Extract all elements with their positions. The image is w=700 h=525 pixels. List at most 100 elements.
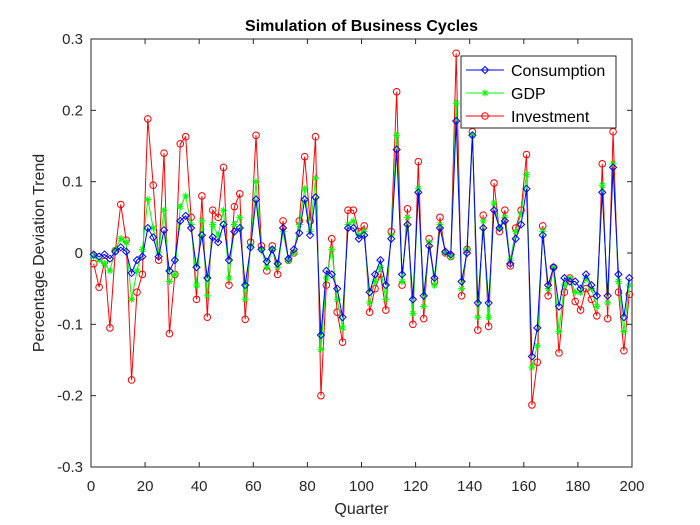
data-point-investment <box>300 152 309 161</box>
data-point-gdp <box>409 310 417 318</box>
data-point-consumption <box>365 288 374 297</box>
data-point-consumption <box>235 223 244 233</box>
data-point-gdp <box>512 228 520 236</box>
y-tick-label: -0.3 <box>57 459 83 476</box>
data-point-consumption <box>165 266 174 276</box>
data-point-investment <box>144 115 152 123</box>
data-point-consumption <box>608 163 618 172</box>
data-point-gdp <box>420 303 428 310</box>
data-point-consumption <box>295 228 304 238</box>
data-point-investment <box>544 292 552 300</box>
data-point-consumption <box>479 223 488 233</box>
data-point-consumption <box>159 225 169 235</box>
data-point-investment <box>138 270 147 279</box>
data-point-consumption <box>197 230 207 240</box>
data-point-investment <box>382 306 390 314</box>
data-point-investment <box>181 132 190 141</box>
data-point-consumption <box>316 330 326 340</box>
data-point-investment <box>620 346 628 355</box>
data-point-gdp <box>312 174 320 182</box>
data-point-gdp <box>241 295 249 303</box>
data-point-investment <box>252 131 260 140</box>
data-point-investment <box>203 313 212 322</box>
data-point-gdp <box>614 278 622 286</box>
data-point-gdp <box>171 270 179 278</box>
data-point-investment <box>501 206 509 214</box>
data-point-consumption <box>619 312 629 322</box>
data-point-investment <box>614 288 623 297</box>
data-point-consumption <box>251 195 261 204</box>
data-point-investment <box>198 192 206 200</box>
data-point-consumption <box>343 223 353 233</box>
data-point-investment <box>338 338 347 346</box>
data-point-consumption <box>224 255 234 265</box>
data-point-gdp <box>149 224 157 232</box>
data-point-gdp <box>604 299 612 307</box>
x-tick-label: 20 <box>137 478 154 495</box>
data-point-investment <box>214 213 222 222</box>
data-point-gdp <box>317 345 325 353</box>
data-point-gdp <box>198 217 206 225</box>
data-point-consumption <box>543 280 553 290</box>
data-point-consumption <box>181 211 190 221</box>
data-point-gdp <box>593 303 601 310</box>
data-point-gdp <box>403 213 411 221</box>
x-axis-label: Quarter <box>334 501 389 518</box>
data-point-consumption <box>305 230 315 240</box>
data-point-gdp <box>144 196 152 203</box>
data-point-consumption <box>278 223 288 233</box>
data-point-consumption <box>230 227 239 236</box>
y-tick-label: 0.2 <box>62 102 83 119</box>
y-tick-label: -0.1 <box>57 316 83 333</box>
data-point-consumption <box>284 254 293 263</box>
data-point-consumption <box>511 234 520 243</box>
data-point-gdp <box>138 245 146 253</box>
data-point-gdp <box>560 281 568 289</box>
data-point-consumption <box>527 352 537 361</box>
data-point-consumption <box>430 273 439 283</box>
data-point-consumption <box>208 233 217 242</box>
data-point-consumption <box>170 255 180 265</box>
data-point-consumption <box>576 284 585 293</box>
x-tick-label: 100 <box>349 478 374 495</box>
data-point-investment <box>576 306 585 314</box>
data-point-gdp <box>517 210 525 218</box>
data-point-consumption <box>121 247 131 256</box>
data-point-gdp <box>333 295 341 303</box>
legend-marker-investment <box>481 112 489 120</box>
x-tick-label: 0 <box>87 478 95 495</box>
data-point-investment <box>490 179 498 187</box>
data-point-investment <box>593 311 601 320</box>
data-point-gdp <box>160 206 168 214</box>
data-point-gdp <box>441 249 449 257</box>
data-point-gdp <box>165 278 173 286</box>
data-point-consumption <box>533 323 542 333</box>
data-point-consumption <box>570 277 580 286</box>
data-point-investment <box>176 140 185 148</box>
data-point-consumption <box>354 234 364 243</box>
data-point-consumption <box>451 116 461 126</box>
data-point-consumption <box>257 245 266 254</box>
data-point-gdp <box>398 278 406 286</box>
data-point-consumption <box>554 302 564 311</box>
data-point-investment <box>160 149 168 157</box>
data-point-gdp <box>203 292 211 300</box>
x-tick-label: 180 <box>565 478 590 495</box>
data-point-gdp <box>209 220 217 228</box>
data-point-gdp <box>122 238 130 246</box>
data-point-consumption <box>176 216 185 226</box>
data-point-investment <box>571 297 579 306</box>
data-point-gdp <box>371 278 379 286</box>
data-point-gdp <box>598 181 606 189</box>
legend-marker-gdp <box>481 89 489 97</box>
data-point-gdp <box>128 295 136 303</box>
data-point-gdp <box>230 220 238 228</box>
data-point-consumption <box>516 220 526 229</box>
data-point-gdp <box>90 253 98 261</box>
data-point-consumption <box>192 263 201 272</box>
data-point-consumption <box>435 223 445 233</box>
data-point-consumption <box>132 255 142 265</box>
data-point-consumption <box>560 273 569 283</box>
data-point-consumption <box>387 234 396 243</box>
